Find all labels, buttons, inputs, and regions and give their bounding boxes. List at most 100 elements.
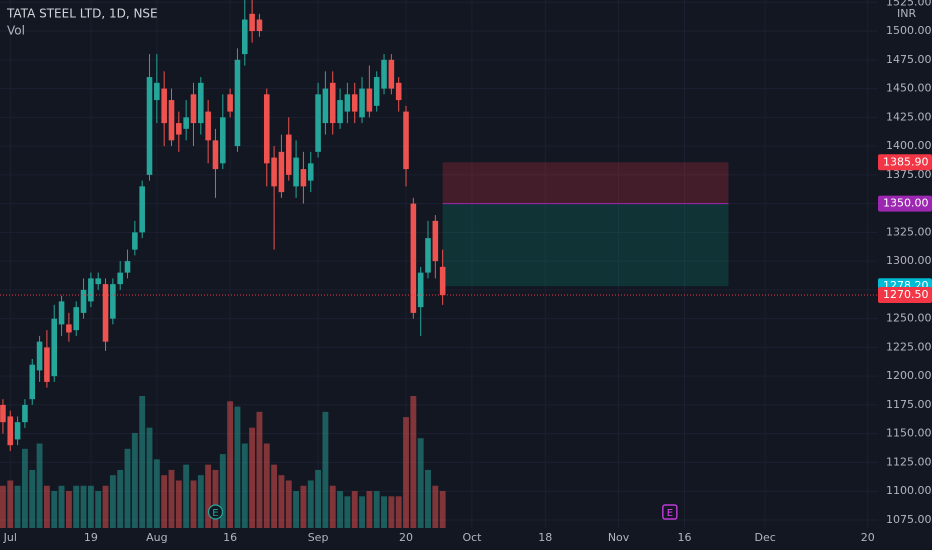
position-upper-zone — [442, 162, 729, 204]
candle-body — [432, 220, 439, 262]
candle-body — [388, 59, 395, 89]
volume-bar — [21, 448, 28, 528]
candle-body — [22, 404, 28, 423]
candle-body — [417, 272, 424, 308]
candle-body — [337, 100, 343, 124]
candle-body — [300, 169, 307, 187]
candle-body — [351, 94, 358, 112]
candle-body — [322, 88, 329, 124]
volume-bar — [219, 454, 226, 528]
x-tick-label: Jul — [3, 531, 17, 544]
volume-bar — [395, 496, 402, 528]
candle-body — [0, 404, 6, 423]
candle-body — [425, 238, 431, 273]
position-tool — [442, 162, 729, 287]
volume-bar — [95, 491, 102, 528]
volume-pane — [0, 396, 446, 528]
volume-bar — [381, 496, 387, 528]
candle-body — [234, 59, 241, 147]
volume-bar — [403, 417, 409, 528]
y-tick-label: 1300.00 — [886, 254, 932, 267]
y-tick-label: 1150.00 — [886, 427, 932, 440]
event-label: E — [212, 508, 218, 519]
candle-body — [176, 123, 182, 135]
price-badge — [878, 287, 932, 304]
candle-body — [132, 232, 138, 250]
candle-body — [220, 117, 226, 164]
y-tick-label: 1100.00 — [886, 484, 932, 497]
y-tick-label: 1400.00 — [886, 139, 932, 152]
volume-bar — [190, 480, 197, 528]
volume-bar — [80, 485, 87, 528]
volume-bar — [183, 464, 190, 528]
volume-bar — [109, 475, 116, 528]
volume-bar — [117, 469, 124, 528]
candle-body — [410, 203, 417, 313]
volume-bar — [278, 475, 285, 528]
candle-body — [161, 88, 167, 124]
candle-body — [183, 117, 189, 129]
candle-body — [124, 261, 131, 273]
event-marker[interactable] — [207, 504, 224, 520]
price-badge — [878, 154, 932, 171]
event-label: E — [667, 508, 673, 519]
candle-body — [344, 94, 351, 112]
candle-body — [249, 13, 255, 32]
candle-body — [117, 272, 123, 285]
candle-body — [359, 88, 365, 118]
candle-body — [439, 266, 446, 296]
volume-bar — [285, 480, 292, 528]
volume-bar — [300, 485, 307, 528]
x-tick-label: 20 — [399, 531, 413, 544]
y-tick-label: 1125.00 — [886, 455, 932, 468]
volume-bar — [241, 443, 248, 528]
event-marker[interactable] — [662, 504, 678, 520]
x-tick-label: 19 — [84, 531, 98, 544]
volume-bar — [263, 443, 270, 528]
candle-body — [285, 134, 292, 175]
x-tick-label: 20 — [861, 531, 875, 544]
candle-body — [139, 186, 145, 233]
price-badge-label: 1350.00 — [883, 197, 929, 210]
y-tick-label: 1250.00 — [886, 312, 932, 325]
candle-body — [395, 82, 402, 101]
candle-body — [227, 94, 233, 112]
y-tick-label: 1500.00 — [886, 24, 932, 37]
candle-body — [198, 82, 204, 124]
candle-body — [73, 307, 80, 331]
volume-bar — [410, 396, 417, 528]
volume-bar — [329, 485, 336, 528]
volume-bar — [124, 448, 131, 528]
x-tick-label: Aug — [146, 531, 167, 544]
x-tick-label: Dec — [754, 531, 775, 544]
volume-bar — [432, 485, 439, 528]
y-tick-label: 1075.00 — [886, 513, 932, 526]
candle-body — [102, 284, 109, 342]
volume-bar — [131, 432, 138, 528]
volume-bar — [249, 427, 256, 528]
volume-bar — [256, 411, 263, 528]
candle-body — [366, 88, 373, 112]
x-tick-label: 16 — [223, 531, 237, 544]
candle-body — [66, 324, 72, 333]
y-tick-label: 1450.00 — [886, 82, 932, 95]
candle-body — [95, 278, 101, 285]
volume-bar — [373, 491, 380, 528]
candle-body — [329, 82, 336, 124]
volume-bar — [359, 496, 365, 528]
chart-title: TATA STEEL LTD, 1D, NSE — [6, 7, 158, 21]
candle-body — [146, 77, 153, 175]
candle-body — [58, 301, 65, 325]
chart-subtitle: Vol — [7, 24, 25, 38]
volume-bar — [337, 491, 343, 528]
volume-bar — [271, 464, 278, 528]
volume-bar — [344, 496, 351, 528]
candle-body — [29, 364, 36, 400]
volume-bar — [307, 480, 314, 528]
price-badge-label: 1385.90 — [883, 155, 929, 168]
candle-body — [88, 278, 94, 302]
volume-bar — [65, 491, 72, 528]
candle-body — [315, 94, 321, 152]
